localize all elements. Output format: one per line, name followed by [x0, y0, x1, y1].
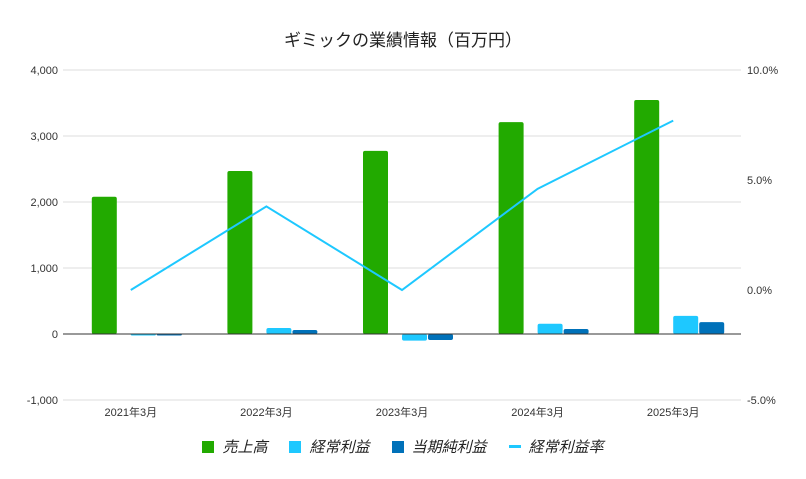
bar-当期純利益: [292, 330, 318, 334]
legend-label: 売上高: [222, 438, 268, 456]
y-right-tick-label: -5.0%: [747, 395, 776, 407]
bar-経常利益: [266, 328, 292, 334]
legend: 売上高 経常利益 当期純利益 経常利益率: [0, 436, 806, 457]
chart-title: ギミックの業績情報（百万円）: [284, 31, 522, 51]
bar-売上高: [91, 196, 117, 334]
bar-売上高: [363, 150, 388, 334]
y-left-tick-label: 3,000: [30, 131, 58, 143]
legend-item: 経常利益: [289, 436, 370, 457]
legend-item: 当期純利益: [391, 436, 487, 457]
y-right-tick-label: 0.0%: [747, 285, 772, 297]
x-tick-label: 2024年3月: [511, 405, 564, 419]
legend-swatch: [391, 440, 404, 453]
y-left-tick-label: 2,000: [30, 197, 58, 209]
bar-売上高: [634, 100, 660, 334]
bar-当期純利益: [563, 329, 589, 334]
x-tick-label: 2025年3月: [647, 405, 700, 419]
legend-label: 経常利益率: [528, 438, 604, 456]
x-tick-label: 2023年3月: [376, 405, 429, 419]
bar-経常利益: [673, 315, 699, 334]
bar-当期純利益: [699, 322, 725, 334]
legend-swatch: [508, 445, 521, 448]
y-left-tick-label: 1,000: [30, 263, 58, 275]
x-tick-label: 2021年3月: [105, 405, 158, 419]
legend-label: 当期純利益: [411, 438, 487, 456]
legend-swatch: [289, 440, 302, 453]
bar-当期純利益: [428, 334, 453, 340]
line-経常利益率: [130, 119, 674, 292]
y-left-tick-label: 4,000: [30, 65, 58, 77]
legend-item: 経常利益率: [508, 436, 604, 457]
y-left-tick-label: 0: [52, 329, 58, 341]
legend-swatch: [202, 440, 215, 453]
y-right-tick-label: 10.0%: [747, 65, 778, 77]
bar-売上高: [498, 122, 524, 334]
bar-売上高: [227, 170, 253, 334]
legend-label: 経常利益: [309, 438, 370, 456]
x-tick-label: 2022年3月: [240, 405, 293, 419]
bar-経常利益: [402, 334, 427, 341]
y-left-tick-label: -1,000: [27, 395, 58, 407]
y-right-tick-label: 5.0%: [747, 175, 772, 187]
legend-item: 売上高: [202, 436, 267, 457]
bar-経常利益: [537, 323, 563, 334]
